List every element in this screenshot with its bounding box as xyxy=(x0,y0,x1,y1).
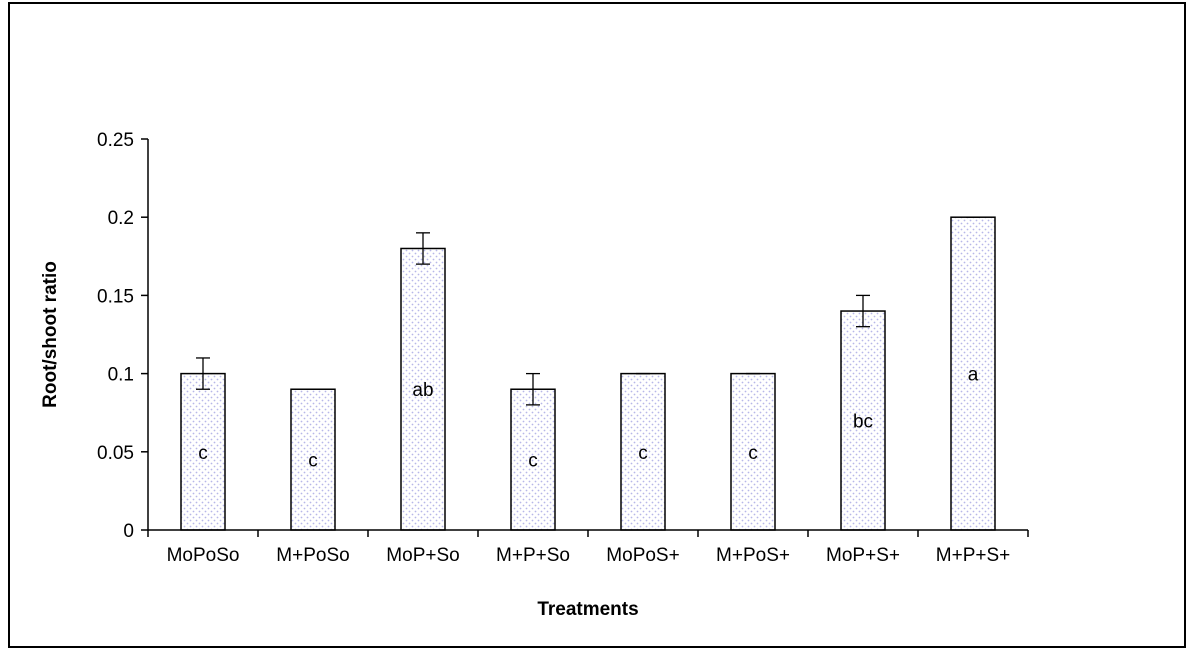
significance-label: c xyxy=(198,443,208,464)
significance-label: c xyxy=(638,443,648,464)
x-axis-title: Treatments xyxy=(537,599,638,620)
error-bar xyxy=(856,294,870,328)
bar xyxy=(180,372,226,531)
bar xyxy=(620,372,666,531)
bar xyxy=(840,310,886,531)
x-tick-label: M+P+S+ xyxy=(936,545,1010,566)
significance-label: c xyxy=(528,451,538,472)
y-tick-label: 0.1 xyxy=(108,365,134,386)
y-axis-title: Root/shoot ratio xyxy=(40,261,61,408)
x-tick-label: M+PoS+ xyxy=(716,545,790,566)
x-tick-label: MoP+So xyxy=(386,545,459,566)
x-tick-label: MoPoSo xyxy=(167,545,240,566)
y-tick-label: 0.05 xyxy=(97,443,134,464)
y-tick-label: 0 xyxy=(123,521,134,542)
y-tick-label: 0.15 xyxy=(97,286,134,307)
error-bar xyxy=(196,357,210,390)
significance-label: ab xyxy=(412,380,433,401)
error-bar xyxy=(416,232,430,265)
significance-label: c xyxy=(308,451,318,472)
x-tick-label: M+PoSo xyxy=(276,545,349,566)
x-tick-label: MoPoS+ xyxy=(606,545,679,566)
significance-label: a xyxy=(968,365,979,386)
x-tick-label: M+P+So xyxy=(496,545,570,566)
x-tick-label: MoP+S+ xyxy=(826,545,900,566)
error-bar xyxy=(526,372,540,406)
y-tick-label: 0.2 xyxy=(108,208,134,229)
significance-label: bc xyxy=(853,412,873,433)
significance-label: c xyxy=(748,443,758,464)
y-tick-label: 0.25 xyxy=(97,130,134,151)
bar xyxy=(400,247,446,531)
